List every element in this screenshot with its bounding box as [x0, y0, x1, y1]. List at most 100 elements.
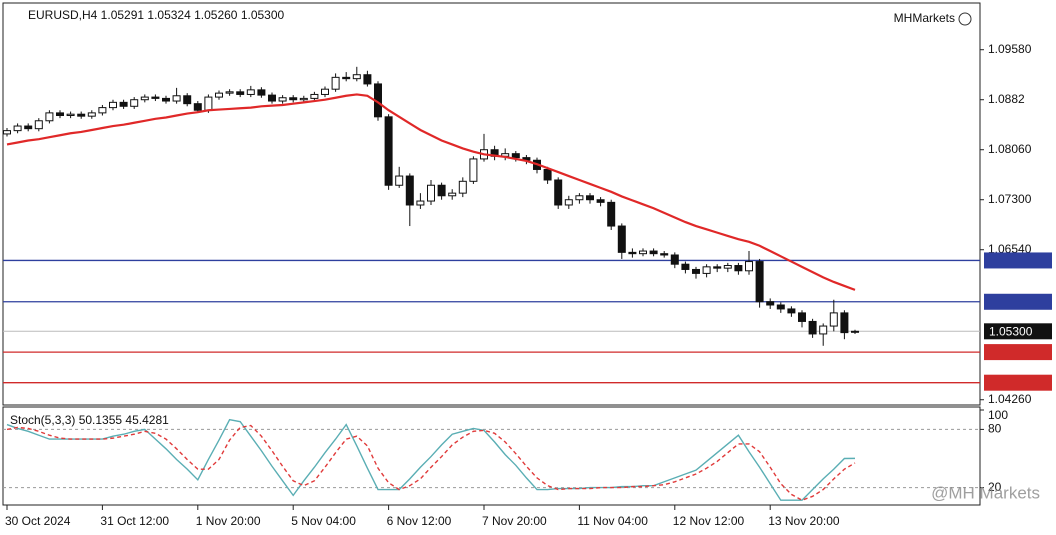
- candle-body: [215, 92, 223, 98]
- x-tick-label: 6 Nov 12:00: [387, 514, 452, 528]
- candle-body: [236, 91, 245, 95]
- candle-body: [586, 195, 594, 201]
- candle-body: [395, 175, 404, 186]
- candle-body: [798, 312, 806, 322]
- candle-body: [363, 74, 372, 85]
- candle-body: [130, 99, 139, 107]
- candle-body: [268, 94, 276, 102]
- candle-body: [140, 96, 149, 101]
- price-level-box: [984, 344, 1052, 361]
- candle-body: [851, 330, 859, 333]
- y-tick-label: 1.09580: [988, 42, 1032, 56]
- moving-average: [6, 93, 856, 291]
- candle-body: [66, 113, 75, 117]
- y-tick-label: 100: [988, 408, 1008, 422]
- x-tick-label: 1 Nov 20:00: [196, 514, 261, 528]
- candle-body: [628, 251, 637, 255]
- candle-body: [416, 200, 425, 206]
- stoch-line: [6, 418, 856, 501]
- candle-body: [289, 97, 298, 101]
- candle-body: [702, 266, 711, 274]
- stoch-title: Stoch(5,3,3) 50.1355 45.4281: [10, 413, 169, 427]
- candle-body: [24, 125, 33, 130]
- candle-body: [458, 180, 467, 194]
- candle-body: [649, 250, 658, 255]
- candle-body: [45, 112, 54, 122]
- price-level-box: [984, 323, 1052, 340]
- candle-body: [564, 199, 573, 206]
- candle-body: [607, 201, 616, 227]
- candle-body: [543, 168, 552, 181]
- price-level-box: [984, 293, 1052, 310]
- x-tick-label: 13 Nov 20:00: [768, 514, 840, 528]
- candle-body: [448, 192, 457, 197]
- candle-body: [321, 88, 329, 95]
- candle-body: [840, 312, 849, 334]
- candle-body: [692, 268, 700, 274]
- candle-body: [819, 325, 828, 335]
- candle-body: [427, 184, 435, 202]
- candle-body: [596, 199, 605, 203]
- candle-body: [511, 153, 520, 159]
- candle-body: [755, 261, 764, 303]
- x-tick-label: 11 Nov 04:00: [577, 514, 648, 528]
- candle-body: [109, 101, 117, 109]
- candle-body: [787, 308, 796, 314]
- candle-body: [204, 96, 213, 111]
- candle-body: [225, 91, 234, 94]
- candle-body: [776, 304, 785, 310]
- candle-body: [713, 266, 722, 269]
- candle-body: [77, 113, 86, 117]
- price-level-box: [984, 252, 1052, 269]
- x-tick-label: 5 Nov 04:00: [291, 514, 356, 528]
- candle-body: [34, 120, 43, 130]
- y-tick-label: 1.08060: [988, 142, 1032, 156]
- candle-body: [723, 265, 732, 269]
- stoch-line: [6, 424, 856, 501]
- candle-body: [119, 101, 128, 107]
- candle-body: [670, 254, 679, 265]
- candle-body: [299, 97, 308, 101]
- candle-body: [56, 112, 64, 117]
- y-tick-label: 80: [988, 422, 1002, 436]
- candle-body: [829, 312, 838, 327]
- candle-body: [13, 125, 22, 132]
- candle-body: [151, 96, 160, 99]
- candle-body: [766, 301, 775, 306]
- brand: MHMarkets: [894, 11, 955, 25]
- candle-body: [405, 175, 414, 206]
- candle-body: [183, 95, 192, 105]
- x-tick-label: 30 Oct 2024: [5, 514, 71, 528]
- candle-body: [193, 103, 202, 111]
- candle-body: [554, 179, 563, 206]
- candle-body: [352, 74, 361, 80]
- candle-body: [734, 265, 743, 272]
- watermark: @MH Markets: [931, 483, 1040, 502]
- candle-body: [575, 195, 584, 201]
- candle-body: [639, 250, 647, 255]
- candle-body: [331, 76, 340, 90]
- candle-body: [246, 89, 255, 95]
- candle-body: [469, 158, 478, 182]
- candle-body: [162, 97, 170, 102]
- x-tick-label: 31 Oct 12:00: [100, 514, 169, 528]
- candle-body: [172, 95, 181, 102]
- y-tick-label: 1.07300: [988, 192, 1032, 206]
- price-level-label: 1.05300: [989, 324, 1033, 338]
- candle-body: [278, 97, 287, 102]
- candle-body: [745, 261, 753, 272]
- candle-body: [681, 263, 690, 270]
- y-tick-label: 1.06540: [988, 242, 1032, 256]
- y-tick-label: 1.04260: [988, 392, 1032, 406]
- candle-body: [257, 89, 266, 96]
- y-tick-label: 20: [988, 480, 1002, 494]
- candle-body: [87, 112, 96, 117]
- candle-body: [617, 225, 626, 253]
- candle-body: [342, 76, 351, 80]
- price-level-box: [984, 374, 1052, 391]
- candle-body: [3, 130, 11, 135]
- candle-body: [660, 253, 669, 256]
- candle-body: [808, 320, 817, 335]
- candle-body: [310, 93, 319, 99]
